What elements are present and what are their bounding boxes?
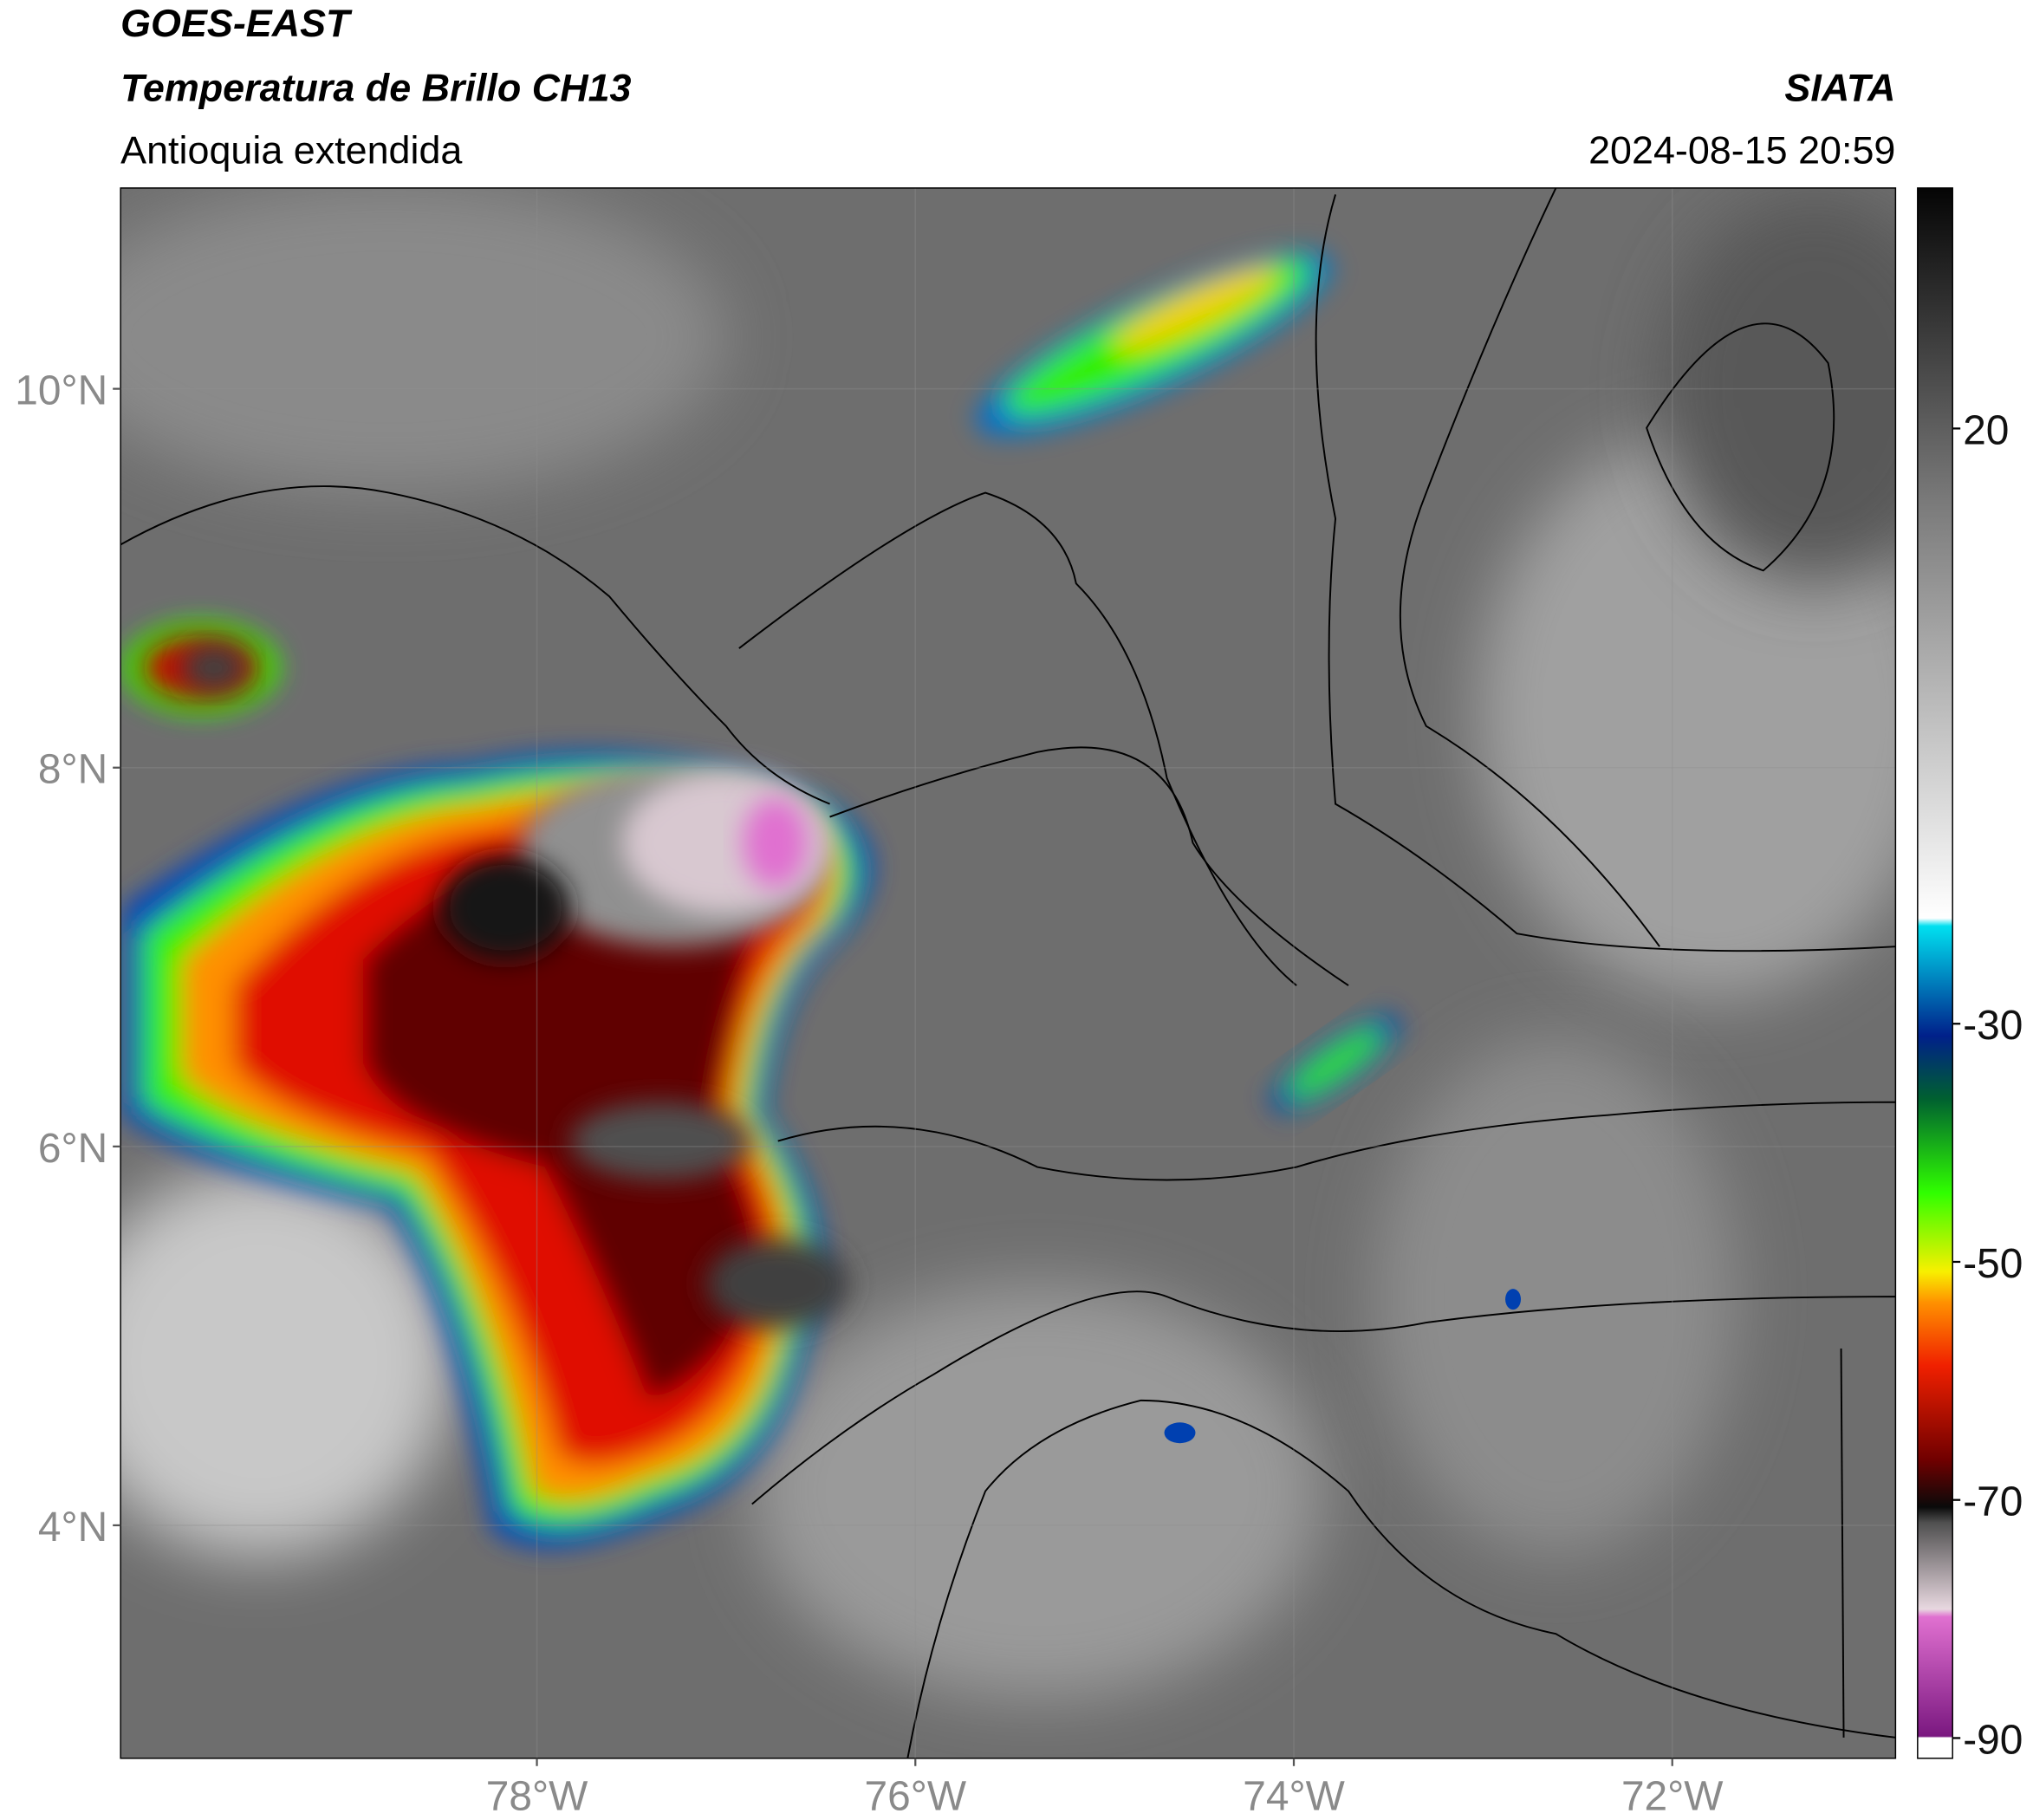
colorbar-tick-label: -70 [1963,1479,2023,1525]
map-frame [120,187,1897,1759]
x-tick-label: 78°W [486,1774,588,1820]
y-tick-label: 10°N [15,368,107,414]
x-tick-label: 72°W [1621,1774,1724,1820]
colorbar [1917,187,1953,1759]
y-tick-label: 8°N [38,747,107,793]
x-tick-label: 74°W [1243,1774,1345,1820]
y-tick-label: 6°N [38,1126,107,1172]
datetime: 2024-08-15 20:59 [1588,128,1895,172]
x-tick-label: 76°W [865,1774,967,1820]
satellite-image [120,187,1896,1758]
subtitle: Temperatura de Brillo CH13 [120,66,631,110]
source: SIATA [1784,66,1895,110]
grid [120,187,1896,1758]
title: GOES-EAST [120,1,353,45]
region: Antioquia extendida [120,128,462,172]
colorbar-tick-label: -90 [1963,1717,2023,1763]
colorbar-tick-label: -50 [1963,1241,2023,1287]
colorbar-tick-label: 20 [1963,407,2009,453]
y-tick-label: 4°N [38,1505,107,1550]
colorbar-tick-label: -30 [1963,1003,2023,1049]
